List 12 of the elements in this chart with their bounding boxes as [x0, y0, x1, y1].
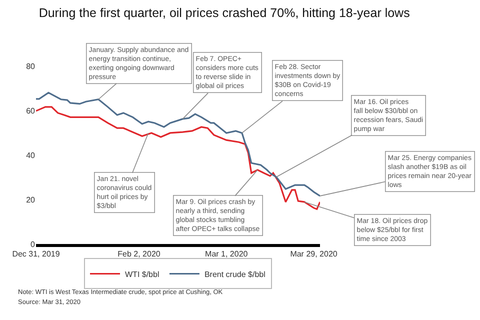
- x-tick-label: Mar 1, 2020: [205, 249, 248, 258]
- chart-title: During the first quarter, oil prices crashed 70%, hitting 18-year lows: [38, 6, 410, 20]
- y-tick-label: 0: [30, 240, 36, 249]
- x-tick-label: Dec 31, 2019: [12, 249, 60, 258]
- x-tick-label: Feb 2, 2020: [118, 249, 161, 258]
- x-tick-label: Mar 29, 2020: [290, 249, 338, 258]
- y-tick-label: 40: [26, 150, 36, 160]
- y-tick-label: 60: [26, 106, 36, 116]
- legend-label: WTI $/bbl: [125, 270, 160, 279]
- y-tick-label: 20: [26, 195, 36, 204]
- y-tick-label: 80: [26, 62, 36, 71]
- legend-label: Brent crude $/bbl: [204, 270, 266, 279]
